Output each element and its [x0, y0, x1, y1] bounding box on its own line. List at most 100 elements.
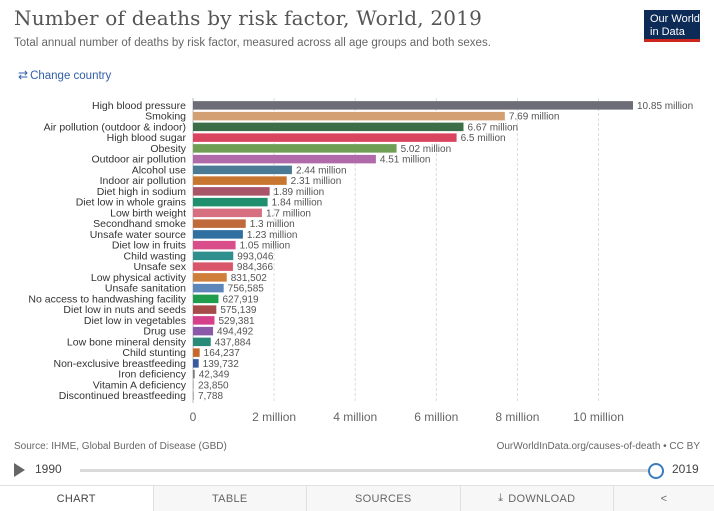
category-label: Drug use — [143, 326, 186, 338]
category-label: Diet high in sodium — [97, 186, 187, 198]
category-label: Unsafe sex — [133, 261, 186, 273]
share-icon: < — [660, 492, 668, 505]
bar-chart: 0 2 million 4 million 6 million 8 million 10 … — [28, 98, 693, 424]
value-label: 831,502 — [231, 273, 268, 284]
bar — [193, 101, 633, 110]
chart-title: Number of deaths by risk factor, World, … — [14, 6, 483, 30]
tab-table[interactable]: TABLE — [152, 486, 306, 511]
category-label: Iron deficiency — [118, 369, 186, 381]
value-label: 437,884 — [215, 337, 252, 348]
bar — [193, 391, 194, 400]
timeline-start-year: 1990 — [35, 462, 62, 476]
value-label: 5.02 million — [401, 144, 452, 155]
value-label: 1.84 million — [272, 198, 323, 209]
value-label: 1.3 million — [250, 219, 295, 230]
category-label: Vitamin A deficiency — [93, 379, 187, 391]
value-label: 7,788 — [198, 391, 223, 402]
timeline-end-year: 2019 — [672, 462, 699, 476]
category-label: Child wasting — [124, 250, 187, 262]
category-label: Low birth weight — [110, 207, 186, 219]
category-label: Alcohol use — [132, 164, 186, 176]
bar — [193, 305, 217, 314]
x-tick-label: 0 — [190, 410, 197, 424]
bar — [193, 337, 211, 347]
value-label: 1.23 million — [247, 230, 298, 241]
value-label: 627,919 — [222, 294, 259, 305]
bar — [193, 154, 376, 164]
bar — [193, 122, 464, 132]
value-label: 2.44 million — [296, 165, 347, 176]
value-label: 10.85 million — [637, 101, 693, 112]
bar — [193, 219, 246, 228]
tab-download-label: DOWNLOAD — [508, 492, 576, 505]
bar — [193, 165, 292, 175]
timeline-track[interactable] — [80, 463, 664, 479]
tab-chart[interactable]: CHART — [0, 486, 153, 511]
value-label: 164,237 — [204, 348, 241, 359]
owid-logo[interactable]: Our World in Data — [644, 10, 700, 42]
category-label: No access to handwashing facility — [28, 293, 186, 305]
category-label: Air pollution (outdoor & indoor) — [44, 121, 186, 133]
category-label: Diet low in nuts and seeds — [63, 304, 186, 316]
change-country-label: Change country — [30, 70, 112, 82]
bar — [193, 273, 227, 282]
value-label: 2.31 million — [291, 176, 342, 187]
timeline-handle[interactable] — [648, 463, 664, 479]
x-tick-label: 10 million — [573, 410, 624, 424]
source-url-link[interactable]: OurWorldInData.org/causes-of-death • CC … — [496, 441, 700, 452]
value-label: 993,046 — [237, 251, 274, 262]
x-tick-label: 4 million — [333, 410, 377, 424]
bar — [193, 369, 195, 379]
play-icon[interactable] — [14, 463, 25, 477]
value-label: 984,366 — [237, 262, 274, 273]
category-label: Low physical activity — [91, 272, 187, 284]
source-note: Source: IHME, Global Burden of Disease (… — [14, 441, 227, 452]
chart-subtitle: Total annual number of deaths by risk fa… — [14, 37, 491, 49]
bar — [193, 294, 219, 304]
category-label: Unsafe sanitation — [105, 283, 186, 295]
category-label: High blood pressure — [92, 100, 186, 112]
logo-line-2: in Data — [650, 26, 685, 38]
category-label: Obesity — [150, 143, 186, 155]
tab-bar: CHART TABLE SOURCES ⤓ DOWNLOAD < — [0, 485, 714, 511]
value-label: 6.67 million — [467, 122, 518, 133]
category-label: Discontinued breastfeeding — [59, 390, 186, 402]
value-label: 139,732 — [203, 359, 240, 370]
category-label: Low bone mineral density — [67, 336, 187, 348]
x-tick-label: 6 million — [414, 410, 458, 424]
bar — [193, 348, 200, 357]
category-label: Unsafe water source — [90, 229, 186, 241]
value-label: 1.7 million — [266, 208, 311, 219]
bar — [193, 111, 505, 121]
value-label: 494,492 — [217, 327, 254, 338]
bar — [193, 359, 199, 368]
x-tick-label: 2 million — [252, 410, 296, 424]
category-label: Indoor air pollution — [100, 175, 187, 187]
swap-arrows-icon: ⇄ — [18, 68, 29, 82]
timeline-fill — [80, 469, 656, 472]
tab-sources[interactable]: SOURCES — [306, 486, 460, 511]
value-label: 23,850 — [198, 380, 229, 391]
value-label: 4.51 million — [380, 155, 431, 166]
bar — [193, 230, 243, 239]
bar — [193, 326, 214, 336]
bar — [193, 133, 457, 142]
bar — [193, 208, 262, 218]
category-label: Child stunting — [122, 347, 186, 359]
value-label: 42,349 — [199, 370, 230, 381]
download-icon: ⤓ — [498, 492, 504, 504]
bar — [193, 144, 397, 153]
category-label: Secondhand smoke — [93, 218, 186, 230]
value-label: 575,139 — [220, 305, 257, 316]
bar — [193, 240, 236, 250]
bar — [193, 187, 270, 196]
share-button[interactable]: < — [613, 486, 714, 511]
value-label: 756,585 — [228, 284, 265, 295]
x-tick-label: 8 million — [495, 410, 539, 424]
tab-download[interactable]: ⤓ DOWNLOAD — [459, 486, 613, 511]
category-label: Diet low in vegetables — [84, 315, 186, 327]
change-country-button[interactable]: ⇄ Change country — [18, 68, 111, 82]
value-label: 1.05 million — [240, 241, 291, 252]
bar — [193, 176, 287, 185]
value-label: 7.69 million — [509, 112, 560, 123]
